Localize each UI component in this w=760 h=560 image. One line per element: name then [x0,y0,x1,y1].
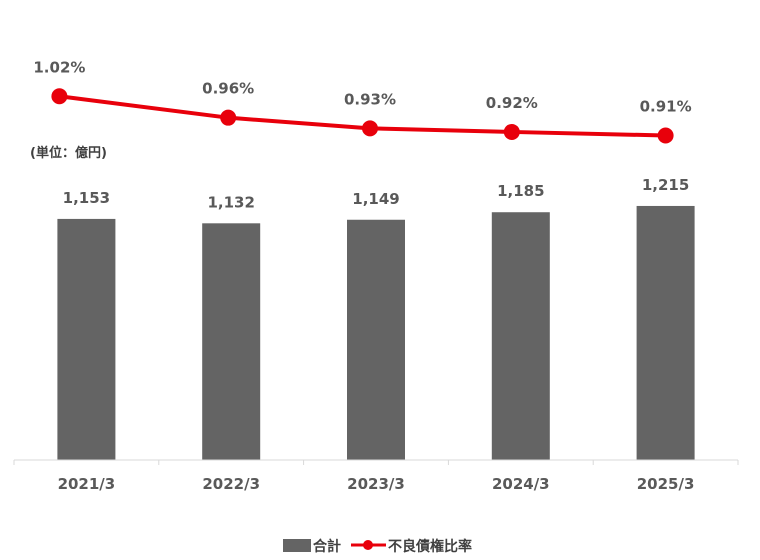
bar-series [57,205,695,460]
bar-2023/3 [347,219,405,460]
bar-2022/3 [202,223,261,460]
legend-swatch-bar [283,539,311,552]
line-data-labels: 1.02% 0.96% 0.93% 0.92% 0.91% [33,58,691,115]
line-label-2023/3: 0.93% [344,90,396,108]
line-point-2023/3 [362,120,378,137]
legend-label-bar: 合計 [313,538,341,555]
line-point-2021/3 [51,88,68,105]
x-tick-label-2025/3: 2025/3 [637,475,695,493]
legend: 合計 不良債権比率 [283,538,472,555]
line-label-2022/3: 0.96% [202,80,254,98]
bar-label-2023/3: 1,149 [352,190,399,208]
bar-label-2024/3: 1,185 [497,182,544,200]
bar-2021/3 [57,218,116,460]
x-tick-label-2023/3: 2023/3 [347,475,405,493]
bar-label-2025/3: 1,215 [642,176,689,194]
line-label-2025/3: 0.91% [640,98,692,116]
bar-label-2021/3: 1,153 [63,189,110,207]
bar-2024/3 [491,212,550,460]
x-axis-tick-labels: 2021/3 2022/3 2023/3 2024/3 2025/3 [58,475,695,493]
legend-swatch-marker [363,540,373,550]
legend-label-line: 不良債権比率 [388,538,472,555]
line-point-2024/3 [503,123,520,140]
line-label-2024/3: 0.92% [486,94,538,112]
bar-label-2022/3: 1,132 [207,193,254,211]
line-point-2025/3 [657,127,674,144]
bar-2025/3 [636,205,695,460]
line-label-2021/3: 1.02% [33,58,85,76]
x-tick-label-2024/3: 2024/3 [492,475,550,493]
bar-data-labels: 1,153 1,132 1,149 1,185 1,215 [63,176,690,211]
line-series [51,88,674,144]
unit-note: (単位：億円) [30,145,107,161]
x-tick-label-2022/3: 2022/3 [202,475,260,493]
line-point-2022/3 [220,109,237,126]
x-tick-label-2021/3: 2021/3 [58,475,116,493]
x-axis-ticks [13,460,739,465]
